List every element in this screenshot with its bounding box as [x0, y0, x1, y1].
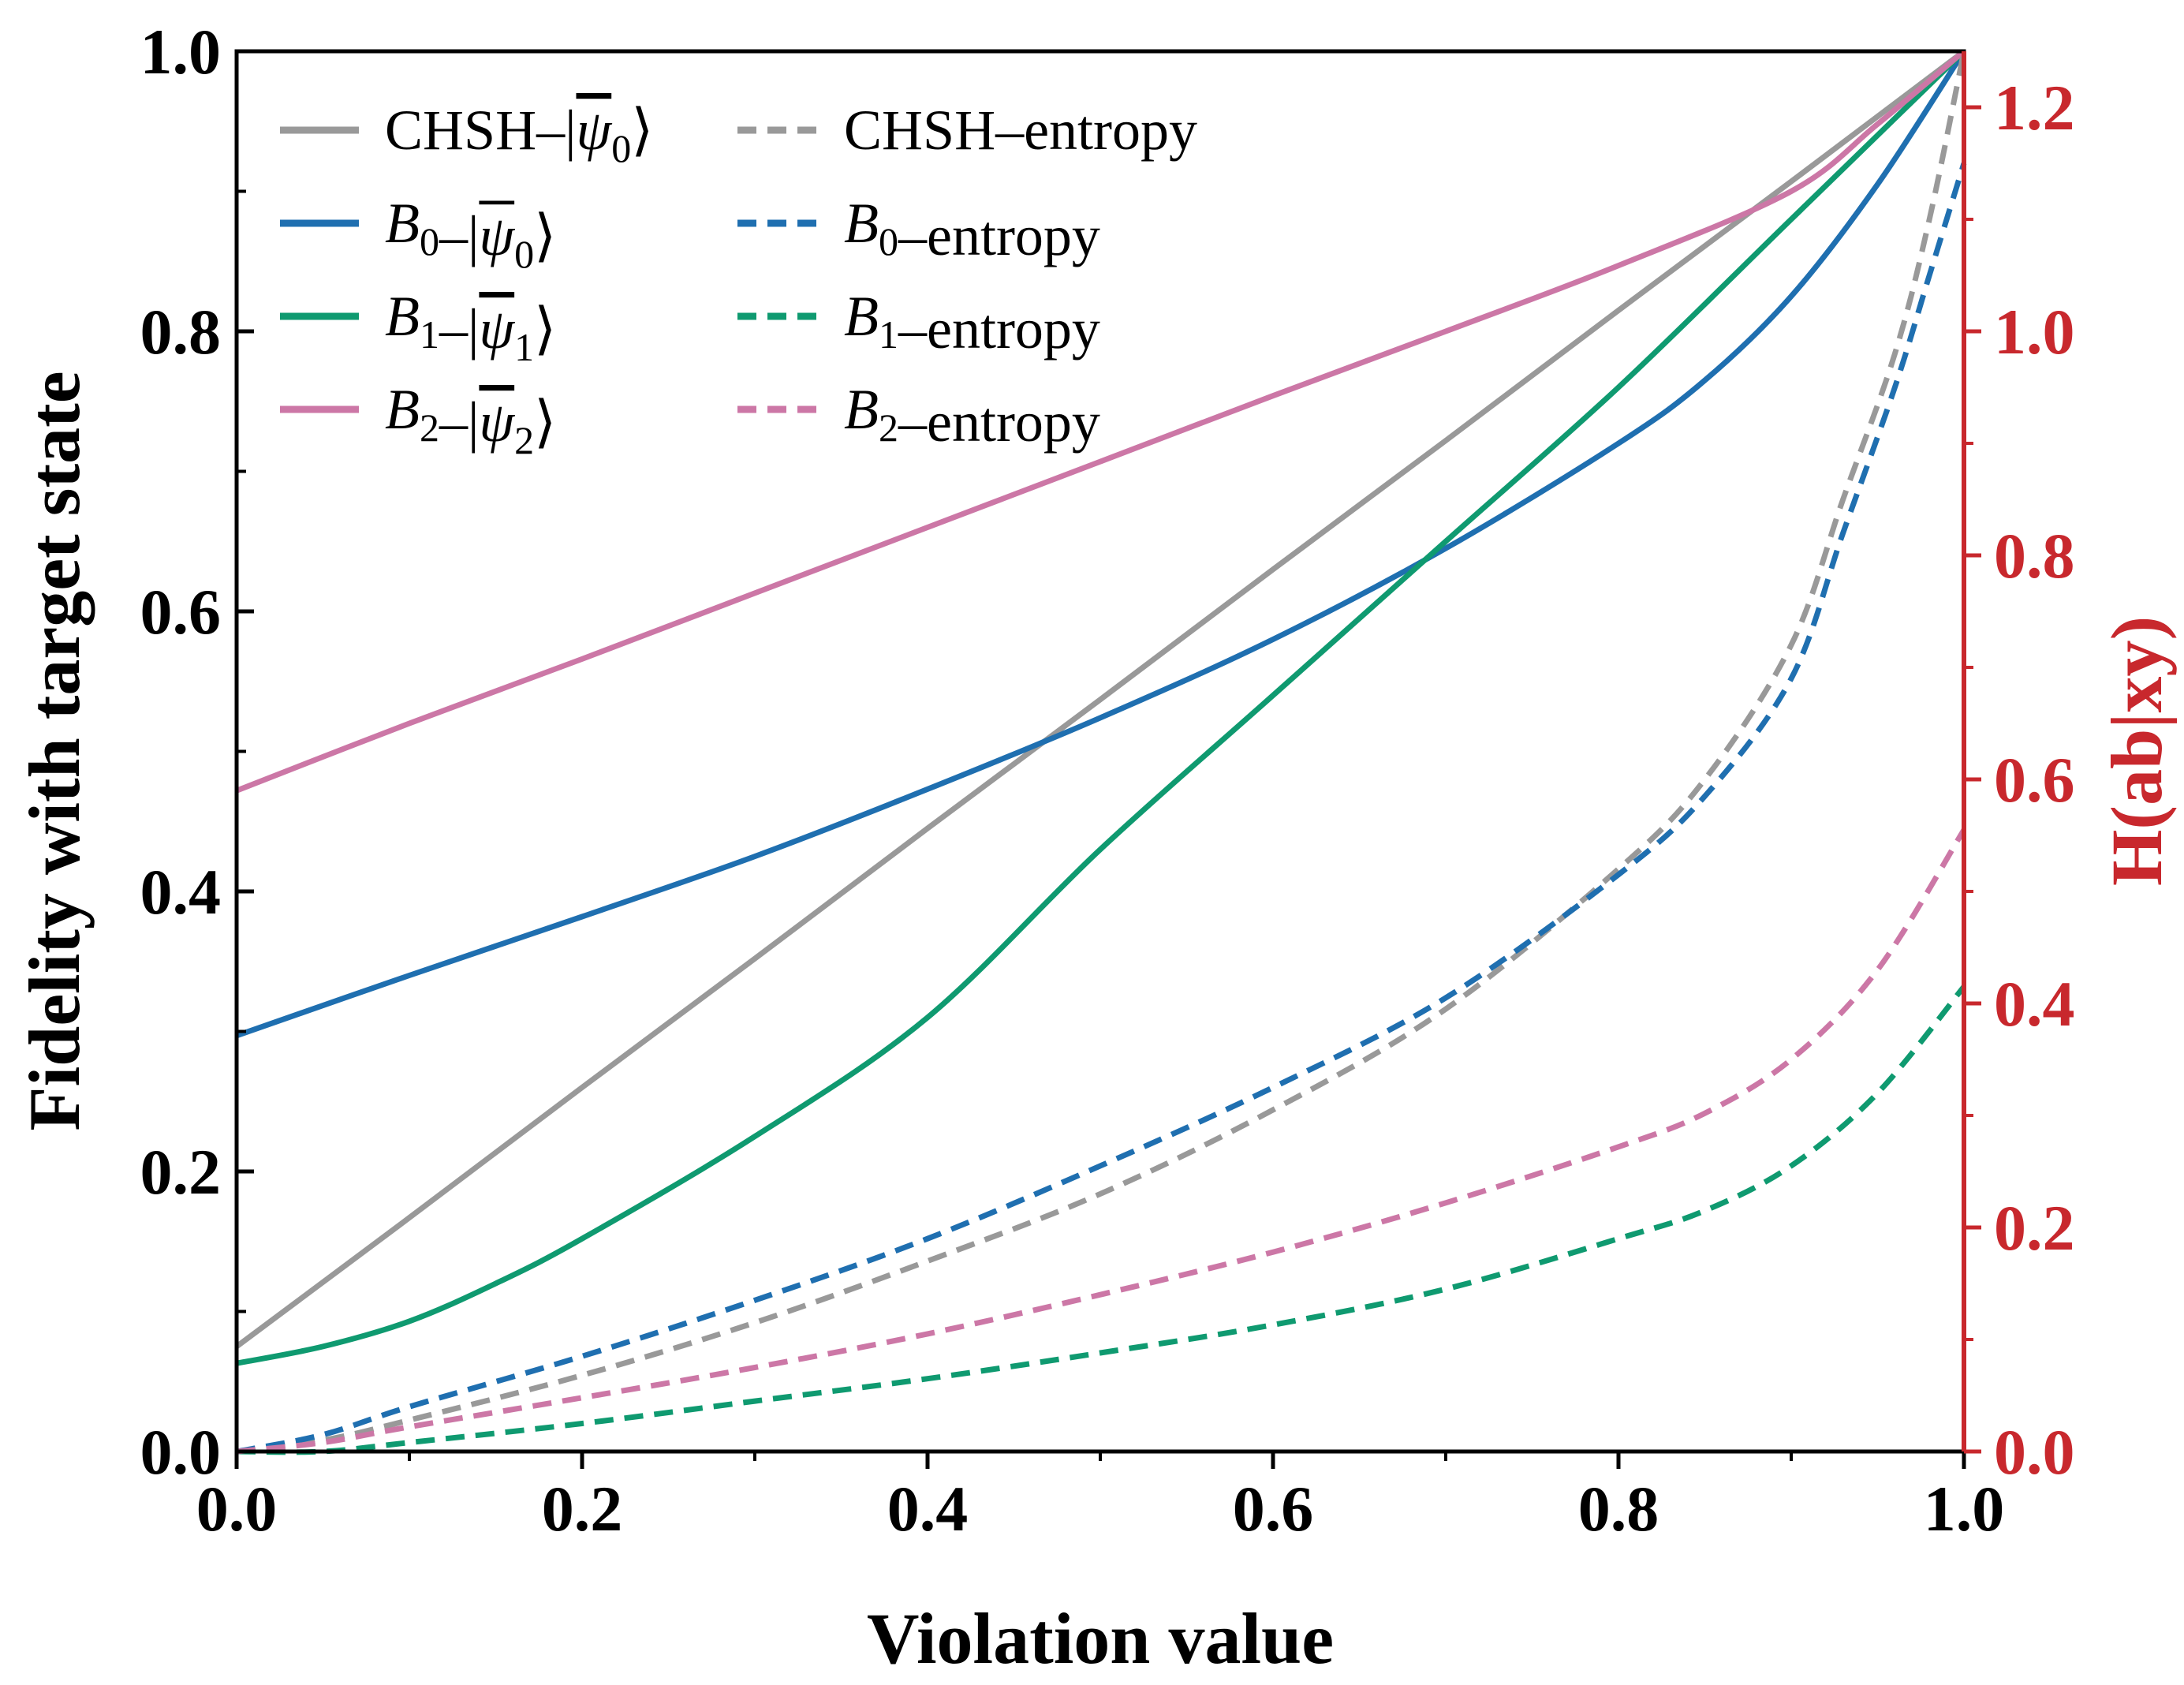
series-line-7 — [236, 828, 1966, 1455]
x-tick-label: 0.6 — [1233, 1473, 1314, 1545]
y-right-tick-label: 0.2 — [1994, 1192, 2075, 1264]
y-right-tick-label: 0.4 — [1994, 968, 2075, 1040]
y-right-axis-title: H(ab|xy) — [2096, 616, 2177, 886]
legend-label: CHSH–entropy — [844, 99, 1197, 162]
series-line-6 — [236, 984, 1966, 1455]
y-left-tick-label: 0.4 — [140, 856, 222, 928]
x-tick-label: 1.0 — [1924, 1473, 2005, 1545]
series-line-3 — [235, 49, 1966, 794]
x-tick-label: 0.4 — [887, 1473, 969, 1545]
legend: CHSH–|ψ0⟩ B0–|ψ0⟩ B1–|ψ1⟩ B2–|ψ2⟩ CHSH–entro… — [280, 99, 1197, 462]
legend-label: CHSH–|ψ0⟩ — [385, 99, 653, 170]
series-line-0 — [234, 49, 1966, 1349]
y-right-tick-label: 1.0 — [1994, 296, 2075, 368]
legend-label: B2–|ψ2⟩ — [385, 378, 556, 462]
series-line-2 — [236, 49, 1966, 1366]
y-left-tick-label: 0.8 — [140, 296, 222, 368]
y-left-tick-label: 0.6 — [140, 576, 222, 648]
ticks-layer: 0.0 0.2 0.4 0.6 0.8 1.00.00.20.40.60.81.00.00… — [140, 16, 2075, 1545]
legend-label: B2–entropy — [844, 378, 1100, 454]
y-right-tick-label: 0.0 — [1994, 1416, 2075, 1488]
y-right-tick-label: 1.2 — [1994, 72, 2075, 144]
series-line-1 — [235, 50, 1966, 1039]
legend-label: B0–entropy — [844, 192, 1100, 267]
legend-label: B1–|ψ1⟩ — [385, 285, 556, 369]
x-axis-title: Violation value — [867, 1598, 1334, 1679]
series-line-5 — [236, 162, 1967, 1455]
series-line-4 — [236, 50, 1967, 1455]
y-left-axis-title: Fidelity with target state — [14, 371, 95, 1130]
legend-label: B0–|ψ0⟩ — [385, 192, 556, 276]
y-left-tick-label: 0.2 — [140, 1136, 222, 1208]
series-layer — [234, 49, 1967, 1455]
x-tick-label: 0.8 — [1578, 1473, 1659, 1545]
x-tick-label: 0.2 — [542, 1473, 623, 1545]
y-left-tick-label: 0.0 — [140, 1416, 222, 1488]
y-right-tick-label: 0.6 — [1994, 744, 2075, 816]
legend-label: B1–entropy — [844, 285, 1100, 361]
y-right-tick-label: 0.8 — [1994, 520, 2075, 592]
y-left-tick-label: 1.0 — [140, 16, 222, 88]
x-tick-label: 0.0 — [196, 1473, 278, 1545]
